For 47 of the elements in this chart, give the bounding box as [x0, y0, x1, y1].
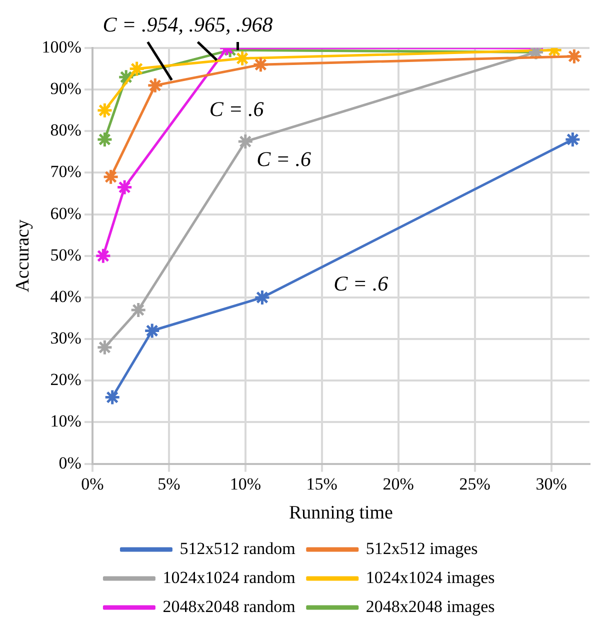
point: [254, 289, 270, 306]
x-tick-label: 15%: [306, 474, 338, 494]
point: [104, 389, 121, 406]
annotation: C = .6: [256, 146, 312, 171]
point: [146, 77, 164, 94]
y-tick-label: 0%: [58, 453, 82, 472]
legend-label: 1024x1024 random: [162, 568, 296, 587]
y-tick-label: 80%: [50, 120, 82, 140]
point: [234, 50, 251, 67]
x-tick-label: 5%: [158, 474, 180, 494]
y-tick-label: 40%: [50, 286, 82, 306]
point: [237, 133, 254, 150]
y-tick-label: 60%: [50, 204, 82, 223]
y-tick-label: 20%: [50, 370, 82, 390]
x-tick-label: 25%: [459, 474, 490, 494]
x-axis-title: Running time: [288, 502, 393, 524]
legend-label: 1024x1024 images: [366, 568, 495, 587]
y-tick-label: 70%: [50, 162, 82, 182]
legend-label: 2048x2048 random: [162, 596, 296, 616]
point: [252, 56, 269, 73]
y-tick-label: 90%: [50, 79, 82, 98]
point: [130, 302, 147, 318]
point: [94, 248, 112, 264]
legend-label: 512x512 random: [180, 538, 296, 558]
y-tick-label: 50%: [50, 245, 82, 264]
point: [116, 179, 133, 196]
point: [564, 131, 581, 148]
y-tick-label: 100%: [42, 37, 82, 56]
annotation: C = .6: [334, 272, 389, 296]
annotation: C = .6: [209, 96, 264, 121]
point: [128, 60, 146, 78]
x-tick-label: 10%: [230, 474, 261, 494]
point: [566, 48, 582, 65]
point: [96, 102, 113, 119]
x-tick-label: 0%: [81, 474, 104, 494]
x-tick-label: 20%: [382, 474, 414, 494]
point: [144, 322, 160, 339]
legend-label: 2048x2048 images: [366, 596, 495, 616]
y-tick-label: 10%: [50, 412, 82, 431]
x-tick-label: 30%: [536, 474, 567, 494]
y-axis-title: Accuracy: [12, 219, 34, 292]
point: [96, 131, 113, 148]
legend-label: 512x512 images: [366, 538, 478, 558]
point: [96, 339, 113, 356]
y-tick-label: 30%: [50, 328, 82, 348]
point: [102, 168, 120, 186]
annotation: C = .954, .965, .968: [102, 12, 274, 37]
